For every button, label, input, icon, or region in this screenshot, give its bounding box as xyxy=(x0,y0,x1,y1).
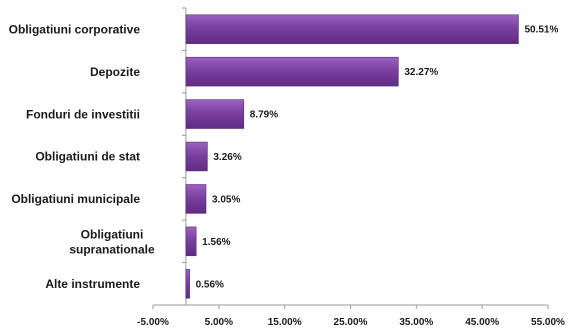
bar xyxy=(185,14,519,44)
x-tick-label: 25.00% xyxy=(334,317,368,328)
data-labels: 50.51% 32.27% 8.79% 3.26% 3.05% 1.56% 0.56% xyxy=(196,25,559,291)
data-label: 1.56% xyxy=(202,237,230,248)
chart-axes xyxy=(152,7,549,309)
category-labels: Obligatiuni corporative Depozite Fonduri d… xyxy=(9,22,155,291)
category-label: Fonduri de investitii xyxy=(26,107,140,121)
x-tick-label: 55.00% xyxy=(531,317,565,328)
bar xyxy=(185,99,245,129)
x-tick-label: 45.00% xyxy=(465,317,499,328)
chart-bars xyxy=(185,14,519,299)
category-label: Obligatiuni municipale xyxy=(11,192,140,206)
bar xyxy=(185,226,197,257)
category-label: Alte instrumente xyxy=(45,277,140,291)
data-label: 32.27% xyxy=(404,67,438,78)
category-label: Depozite xyxy=(90,65,140,79)
data-label: 8.79% xyxy=(250,110,278,121)
category-label: Obligatiuni corporative xyxy=(9,22,141,36)
x-tick-label: 15.00% xyxy=(268,317,302,328)
data-label: 50.51% xyxy=(524,25,558,36)
data-label: 3.05% xyxy=(212,194,240,205)
bar xyxy=(185,56,399,87)
x-tick-labels: -5.00% 5.00% 15.00% 25.00% 35.00% 45.00% 55.00… xyxy=(137,317,565,328)
bar xyxy=(185,141,208,172)
x-tick-label: 5.00% xyxy=(205,317,233,328)
bar xyxy=(185,184,207,214)
data-label: 3.26% xyxy=(213,152,241,163)
category-label: Obligatiuni supranationale xyxy=(69,227,155,256)
bar xyxy=(185,269,190,299)
category-label: Obligatiuni de stat xyxy=(35,150,140,164)
data-label: 0.56% xyxy=(196,279,224,290)
x-tick-label: -5.00% xyxy=(137,317,169,328)
x-tick-label: 35.00% xyxy=(399,317,433,328)
